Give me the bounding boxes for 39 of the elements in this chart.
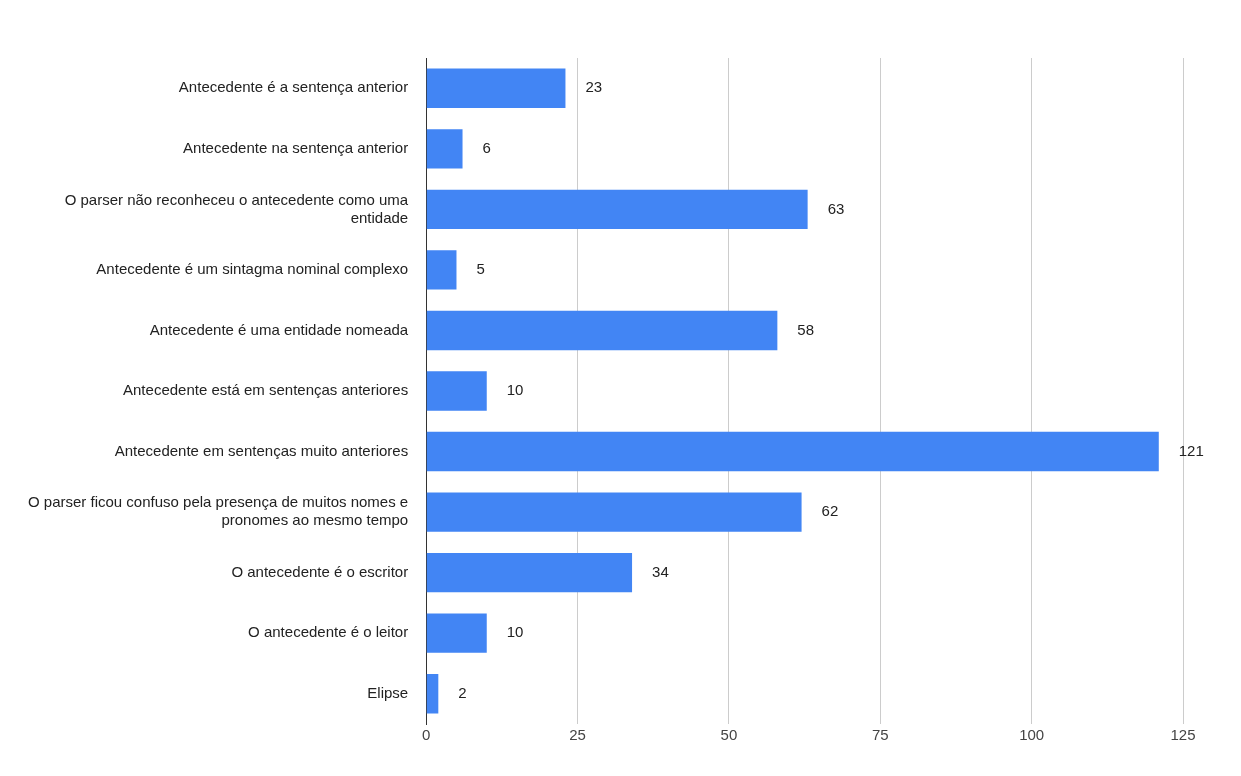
bar bbox=[426, 129, 463, 169]
bar bbox=[426, 552, 633, 593]
bar bbox=[426, 371, 487, 411]
data-label: 2 bbox=[458, 683, 467, 701]
data-label: 6 bbox=[482, 138, 491, 156]
y-tick-label: Antecedente na sentença anterior bbox=[183, 138, 409, 156]
data-label: 58 bbox=[797, 320, 815, 338]
x-tick-label: 100 bbox=[1019, 726, 1045, 744]
bar bbox=[426, 68, 566, 108]
y-tick-label: Antecedente está em sentenças anteriores bbox=[123, 381, 409, 399]
bar bbox=[426, 492, 802, 532]
y-tick-label: Antecedente em sentenças muito anteriores bbox=[114, 441, 409, 459]
bar bbox=[426, 613, 487, 653]
x-tick-label: 50 bbox=[720, 726, 738, 744]
data-label: 62 bbox=[821, 502, 839, 520]
x-tick-label: 0 bbox=[422, 726, 431, 744]
data-label: 63 bbox=[827, 199, 845, 217]
bar bbox=[426, 310, 778, 351]
data-label: 10 bbox=[506, 381, 524, 399]
x-tick-label: 75 bbox=[871, 726, 889, 744]
data-label: 34 bbox=[652, 562, 669, 580]
data-label: 23 bbox=[585, 78, 603, 96]
bar bbox=[426, 674, 439, 714]
y-tick-label: Elipse bbox=[367, 683, 409, 701]
y-tick-label: O antecedente é o leitor bbox=[248, 623, 409, 641]
y-tick-label: O antecedente é o escritor bbox=[231, 562, 409, 580]
bar bbox=[426, 431, 1159, 472]
bar bbox=[426, 189, 808, 230]
data-label: 10 bbox=[506, 623, 524, 641]
data-label: 121 bbox=[1178, 441, 1204, 459]
y-tick-label: Antecedente é uma entidade nomeada bbox=[149, 320, 409, 338]
x-tick-label: 125 bbox=[1170, 726, 1196, 744]
y-tick-label: Antecedente é a sentença anterior bbox=[178, 78, 409, 96]
y-tick-label: O parser não reconheceu o antecedente como uma entidade bbox=[64, 190, 409, 226]
bar bbox=[426, 250, 457, 290]
y-tick-label: Antecedente é um sintagma nominal complexo bbox=[96, 260, 409, 278]
x-tick-label: 25 bbox=[569, 726, 586, 744]
y-tick-label: O parser ficou confuso pela presença de muitos nomes e pronomes ao mesmo tempo bbox=[27, 493, 409, 529]
data-label: 5 bbox=[476, 260, 485, 278]
